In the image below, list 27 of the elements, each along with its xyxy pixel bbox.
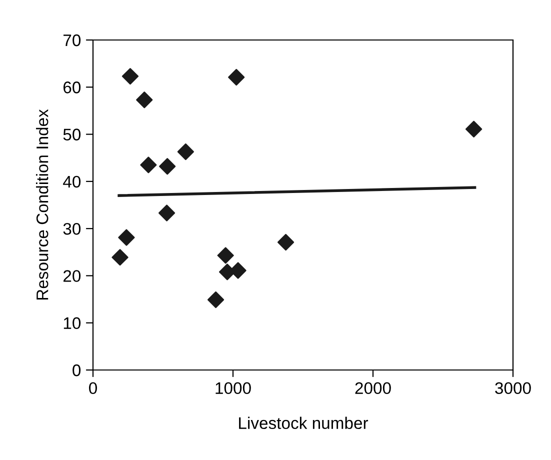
y-tick-label: 70 bbox=[64, 34, 81, 46]
point bbox=[112, 249, 128, 266]
x-tick-label: 1000 bbox=[216, 382, 251, 394]
x-axis-title: Livestock number bbox=[239, 416, 368, 430]
point bbox=[277, 234, 294, 251]
point bbox=[159, 158, 176, 175]
x-tick-label: 0 bbox=[89, 382, 97, 394]
point bbox=[207, 291, 224, 308]
x-tick-label: 2000 bbox=[355, 382, 391, 394]
y-tick-label: 0 bbox=[72, 364, 81, 376]
point bbox=[466, 120, 482, 138]
y-tick-label: 30 bbox=[63, 222, 81, 235]
y-axis-title: Resource Condition Index bbox=[36, 109, 48, 300]
point bbox=[177, 143, 194, 160]
y-tick-label: 60 bbox=[64, 82, 81, 94]
point bbox=[118, 229, 135, 246]
point bbox=[228, 68, 245, 86]
point bbox=[217, 247, 234, 264]
point bbox=[122, 68, 139, 85]
y-tick-label: 50 bbox=[63, 128, 81, 140]
y-tick-label: 20 bbox=[63, 270, 81, 282]
point bbox=[140, 156, 157, 174]
point bbox=[158, 204, 176, 222]
x-tick-label: 3000 bbox=[495, 382, 531, 394]
point bbox=[136, 92, 153, 108]
y-tick-label: 40 bbox=[63, 176, 81, 188]
y-tick-label: 10 bbox=[64, 317, 81, 330]
